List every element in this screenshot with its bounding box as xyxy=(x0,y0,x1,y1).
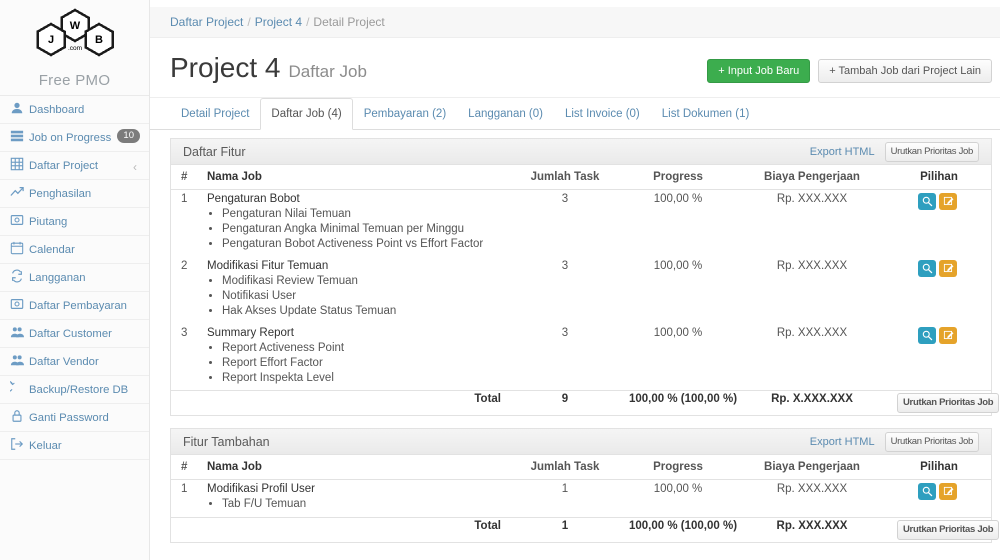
svg-text:B: B xyxy=(95,34,103,46)
svg-text:W: W xyxy=(69,20,80,32)
svg-text:J: J xyxy=(47,34,53,46)
svg-text:.com: .com xyxy=(67,45,81,52)
